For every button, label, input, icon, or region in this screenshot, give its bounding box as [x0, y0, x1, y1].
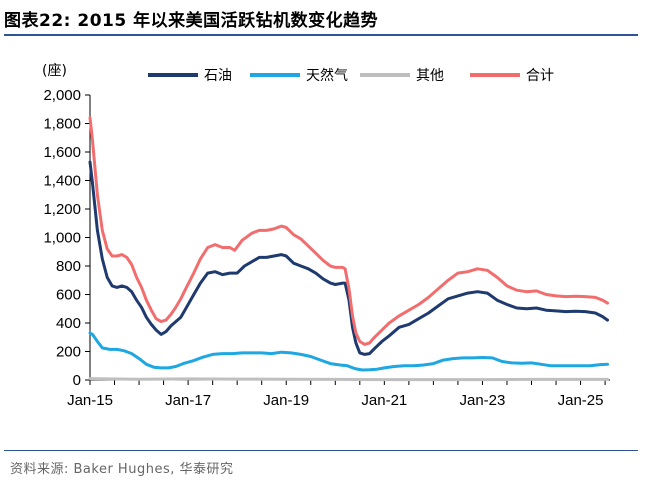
y-tick-label: 1,000: [43, 230, 81, 247]
x-tick-label: Jan-25: [558, 392, 604, 409]
legend-label: 石油: [204, 68, 232, 84]
chart-lines: [88, 116, 609, 382]
legend-label: 天然气: [306, 67, 348, 84]
y-tick-label: 1,200: [43, 201, 81, 218]
series-line-合计: [88, 116, 609, 346]
source-note: 资料来源: Baker Hughes, 华泰研究: [10, 462, 234, 477]
y-tick-label: 600: [56, 287, 81, 304]
line-chart: 0 200 400 600 800 1,000 1,200 1,400 1,600 1,800 2,…: [42, 63, 610, 409]
x-tick-label: Jan-21: [361, 392, 407, 409]
y-tick-label: 400: [56, 315, 81, 332]
x-tick-label: Jan-17: [165, 392, 211, 409]
x-tick-label: Jan-23: [460, 392, 506, 409]
y-axis-unit: (座): [42, 63, 67, 79]
footer-rule: [4, 450, 638, 451]
chart-legend: 石油 天然气 其他 合计: [148, 67, 554, 84]
x-tick-label: Jan-19: [263, 392, 309, 409]
series-line-天然气: [88, 331, 609, 372]
y-tick-label: 1,400: [43, 173, 81, 190]
y-tick-label: 200: [56, 344, 81, 361]
title-rule: [4, 34, 638, 36]
x-tick-label: Jan-15: [67, 392, 113, 409]
y-tick-label: 1,600: [43, 144, 81, 161]
legend-label: 合计: [526, 68, 554, 84]
y-tick-label: 2,000: [43, 87, 81, 104]
legend-label: 其他: [416, 68, 444, 84]
series-line-其他: [88, 377, 609, 382]
chart-title: 图表22: 2015 年以来美国活跃钻机数变化趋势: [4, 11, 379, 31]
y-tick-label: 800: [56, 258, 81, 275]
y-tick-label: 0: [73, 372, 81, 389]
chart-axes: 0 200 400 600 800 1,000 1,200 1,400 1,600 1,800 2,…: [42, 63, 610, 409]
y-tick-label: 1,800: [43, 116, 81, 133]
series-line-石油: [88, 160, 609, 356]
